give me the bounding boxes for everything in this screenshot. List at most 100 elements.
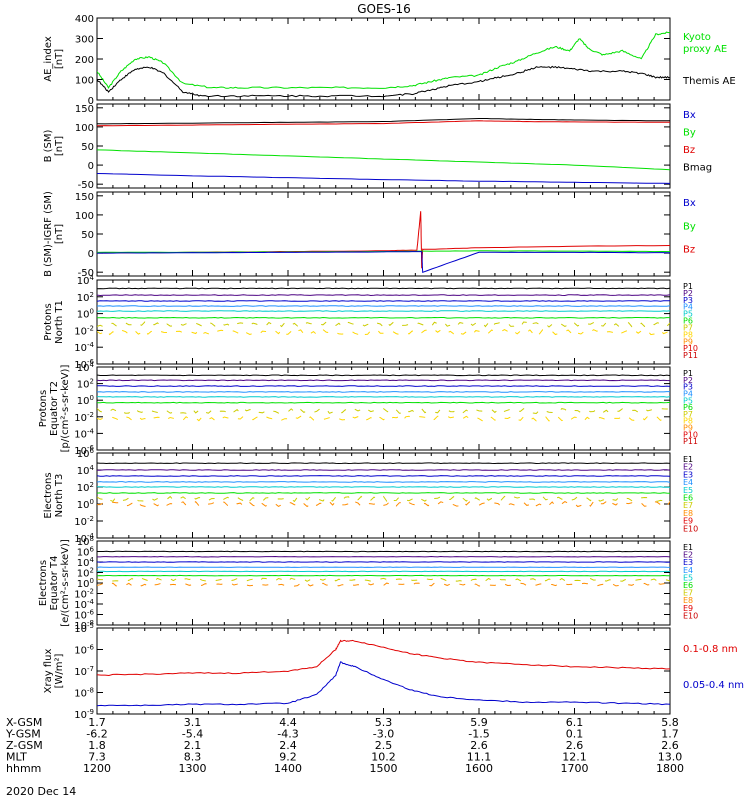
channel-line [97,492,670,494]
footer-row-label: hhmm [6,762,41,775]
y-tick-label: 100 [77,308,94,321]
series-group [97,118,670,184]
channel-line [97,582,670,587]
y-tick-label: 10-4 [74,427,94,440]
legend-e5: E5 [683,573,693,582]
legend-0-1-0-8-nm: 0.1-0.8 nm [683,644,738,655]
footer-row-label: MLT [6,751,27,764]
y-tick-label: 100 [75,123,94,134]
y-axis-label: [nT] [54,224,65,244]
channel-line [97,328,670,336]
legend-e6: E6 [683,581,693,590]
legend-themis-ae: Themis AE [682,76,736,87]
y-tick-label: 102 [77,481,94,494]
legend-e4: E4 [683,566,693,575]
y-tick-label: -50 [78,268,94,279]
series-line-0-05-0-4-nm [97,661,670,707]
footer-value: 12.1 [562,751,587,764]
legend-p6: P6 [683,317,693,326]
legend-p10: P10 [683,344,698,353]
series-line-bmag [97,118,670,125]
footer-date: 2020 Dec 14 [6,785,76,798]
legend-p9: P9 [683,424,693,433]
y-axis-label: B (SM)-IGRF (SM) [43,191,54,277]
legend-p7: P7 [683,410,693,419]
legend-p6: P6 [683,403,693,412]
y-axis-label: Equator T4 [49,556,60,611]
legend-e10: E10 [683,611,698,620]
legend-e7: E7 [683,501,693,510]
panel-ee: 10-810-610-410-2100102104106108Electrons… [38,535,698,632]
series-group [97,31,670,98]
footer-value: -5.4 [182,728,203,741]
footer-value: 5.8 [661,716,679,729]
footer-value: 6.1 [566,716,584,729]
y-tick-label: 10-2 [74,411,94,424]
y-tick-label: 10-4 [74,341,94,354]
legend-p2: P2 [683,376,693,385]
y-axis-label: AE_index [43,36,54,82]
series-group [97,211,670,273]
panel-bigrf: -50 0 50 100 150 B (SM)-IGRF (SM) [nT] Bx By Bz [43,191,696,279]
channel-line [97,475,670,477]
channel-line [97,481,670,483]
channel-line [97,401,670,404]
series-line-bx [97,173,670,184]
footer-value: 1.8 [88,739,106,752]
legend-p4: P4 [683,303,693,312]
legend-p11: P11 [683,437,698,446]
legend-bmag: Bmag [683,163,712,174]
y-tick-label: 102 [77,291,94,304]
panel-frame [96,17,671,101]
panel-frame [96,191,671,277]
footer-value: 3.1 [184,716,202,729]
series-line-kyoto-proxy-ae [97,31,670,89]
channel-line [97,374,670,377]
y-axis-label: Protons [38,390,49,427]
y-axis-label: Equator T2 [49,381,60,436]
plot-title: GOES-16 [357,2,411,16]
channel-line [97,294,670,297]
footer-value: -4.3 [277,728,298,741]
legend-by: By [683,221,696,232]
footer-value: 2.4 [279,739,297,752]
series-group [97,287,670,336]
legend-p9: P9 [683,337,693,346]
legend-p1: P1 [683,369,693,378]
channel-line [97,500,670,508]
legend-e6: E6 [683,494,693,503]
series-line-0-1-0-8-nm [97,639,670,677]
panel-frame [96,627,671,715]
footer-value: 2.5 [375,739,393,752]
y-tick-label: 150 [75,192,94,203]
y-tick-label: 106 [77,447,95,460]
legend-p10: P10 [683,430,698,439]
y-tick-label: 0 [88,161,94,172]
footer-value: 13.0 [658,751,683,764]
footer-value: 7.3 [88,751,106,764]
y-tick-label: 150 [75,104,94,115]
channel-line [97,316,670,319]
legend-0-05-0-4-nm: 0.05-0.4 nm [683,680,744,691]
footer-value: 0.1 [566,728,584,741]
y-tick-label: 10-6 [74,644,94,657]
channel-line [97,407,670,415]
series-line-by [97,149,670,171]
y-tick-label: 100 [77,394,94,407]
channel-line [97,379,670,382]
footer-value: 2.6 [470,739,488,752]
footer-value: 1400 [274,762,302,775]
y-tick-label: 0 [88,96,94,107]
y-tick-label: 10-7 [74,665,94,678]
legend-p5: P5 [683,396,693,405]
footer-row-label: X-GSM [6,716,42,729]
footer-value: 11.1 [467,751,492,764]
footer-value: 2.6 [566,739,584,752]
channel-line [97,495,670,503]
footer-value: 1700 [561,762,589,775]
footer-row-label: Z-GSM [6,739,43,752]
series-line-bx [97,251,670,273]
channel-line [97,462,670,465]
